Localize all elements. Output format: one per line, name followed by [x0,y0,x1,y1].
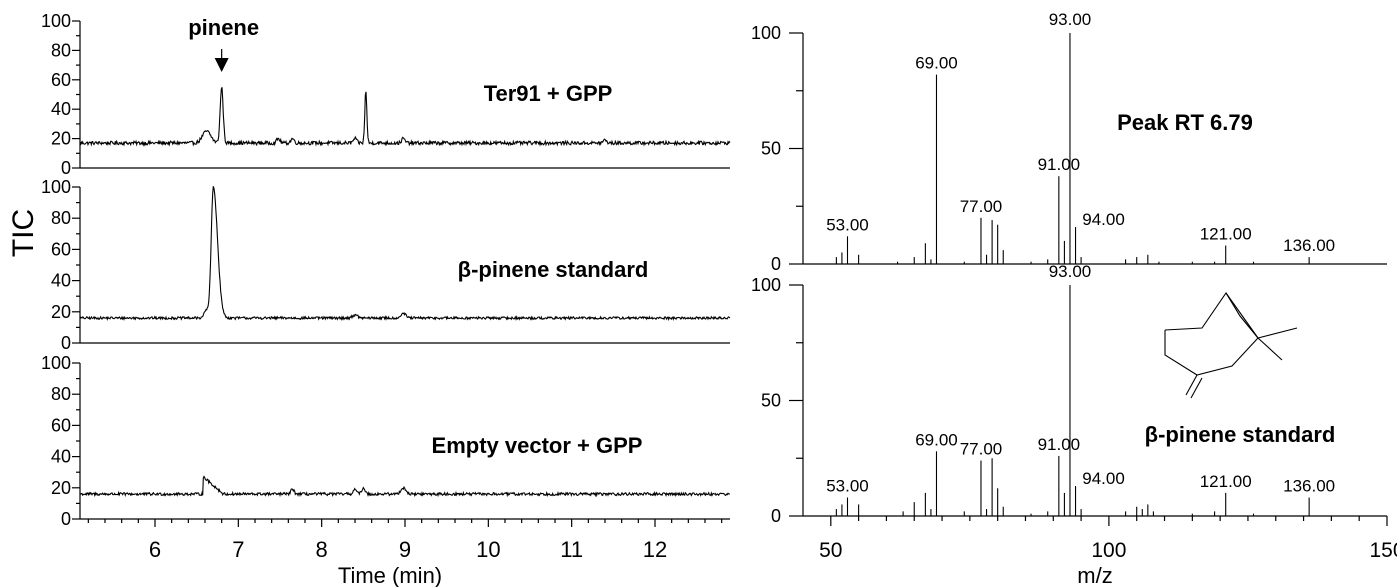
chromatogram-trace [79,87,731,147]
series-title: Ter91 + GPP [484,81,613,106]
y-tick-label: 20 [51,478,71,498]
peak-label: 69.00 [915,54,958,73]
mass-spectrum-panel: 05010053.0069.0077.0091.0093.0094.00121.… [751,10,1397,587]
x-tick-label: 50 [819,539,842,562]
series-title: Empty vector + GPP [432,433,643,458]
mass-spectrum-2: 0 50 100 53.00 69.00 77.00 91.00 93.00 94.00 121.… [751,262,1387,526]
annotation-arrow-head [214,58,229,72]
peak-label: 121.00 [1200,472,1252,491]
series-title: β-pinene standard [458,257,649,282]
y-tick-label: 80 [51,40,71,60]
spectrum-title: β-pinene standard [1145,422,1336,447]
y-tick-label: 80 [51,208,71,228]
peak-label: 94.00 [1082,210,1125,229]
y-tick-label: 100 [41,11,71,31]
y-tick-label: 100 [41,353,71,373]
y-tick-label: 50 [761,139,781,159]
peak-label: 53.00 [826,477,869,496]
y-tick-label: 60 [51,70,71,90]
y-tick-label: 40 [51,271,71,291]
peak-label: 77.00 [960,197,1003,216]
y-tick-label: 0 [61,333,71,353]
pinene-annotation: pinene [188,15,259,40]
peak-label: 121.00 [1200,225,1252,244]
y-tick-label: 50 [761,391,781,411]
x-axis-label: m/z [1077,563,1112,587]
y-tick-label: 20 [51,129,71,149]
peak-label: 136.00 [1283,236,1335,255]
peak-label: 91.00 [1038,155,1081,174]
chromatogram-3: 0 20 40 60 80 100 Empty vector + GPP [41,353,730,529]
peak-label: 91.00 [1038,435,1081,454]
x-tick-label: 7 [232,537,244,562]
y-tick-label: 100 [41,177,71,197]
y-tick-label: 80 [51,384,71,404]
y-tick-label: 0 [771,506,781,526]
y-tick-label: 0 [771,254,781,274]
y-tick-label: 60 [51,239,71,259]
peak-label: 136.00 [1283,477,1335,496]
y-tick-label: 60 [51,415,71,435]
chromatogram-1: 0 20 40 60 80 100 Ter91 + GPP [41,11,731,178]
x-tick-label: 6 [149,537,161,562]
x-axis-label: Time (min) [338,563,442,587]
x-tick-label: 10 [476,537,500,562]
y-tick-label: 100 [751,23,781,43]
peak-label: 53.00 [826,215,869,234]
peak-label: 93.00 [1049,10,1092,29]
peak-label: 77.00 [960,440,1003,459]
x-tick-label: 12 [643,537,667,562]
x-tick-label: 9 [399,537,411,562]
y-tick-label: 20 [51,302,71,322]
peak-label: 69.00 [915,430,958,449]
x-tick-label: 150 [1369,539,1397,562]
chromatogram-2: 0 20 40 60 80 100 β-pinene standard [41,177,731,353]
y-tick-label: 40 [51,447,71,467]
y-tick-label: 0 [61,158,71,178]
x-tick-label: 11 [560,537,583,562]
y-tick-label: 0 [61,509,71,529]
x-tick-label: 100 [1091,539,1126,562]
peak-label: 94.00 [1082,469,1125,488]
chromatogram-trace [79,186,731,322]
peak-label: 93.00 [1049,262,1092,281]
spectrum-title: Peak RT 6.79 [1117,110,1253,135]
y-tick-label: 100 [751,275,781,295]
chromatogram-trace [79,475,730,498]
y-axis-label: TIC [7,209,40,257]
beta-pinene-structure-icon [1164,291,1298,399]
x-tick-label: 8 [316,537,328,562]
y-tick-label: 40 [51,99,71,119]
mass-spectrum-1: 0 50 100 53.00 69.00 77.00 91.00 93.00 94.00 121.… [751,10,1387,274]
